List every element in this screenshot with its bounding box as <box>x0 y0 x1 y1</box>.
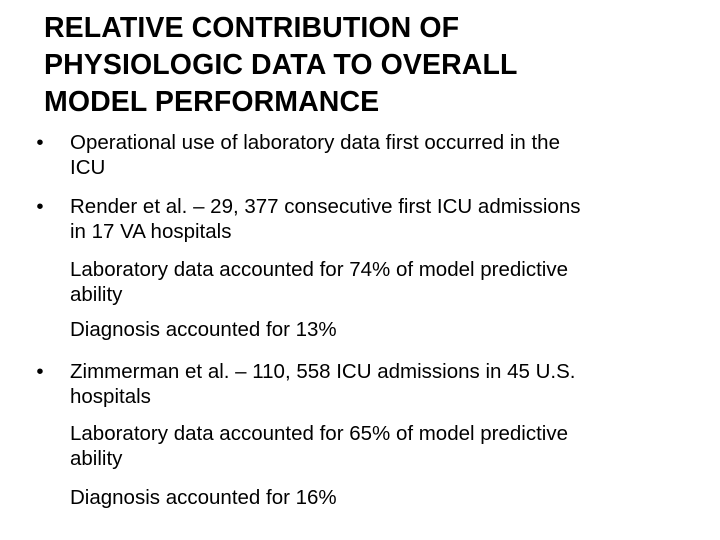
bullet-text: Render et al. – 29, 377 consecutive firs… <box>70 195 581 218</box>
bullet-icon: • <box>36 360 44 383</box>
bullet-text: ICU <box>70 155 106 179</box>
bullet-text: in 17 VA hospitals <box>70 219 232 243</box>
sub-item-text: Laboratory data accounted for 65% of mod… <box>70 422 568 445</box>
bullet-text: hospitals <box>70 384 151 408</box>
sub-item: Laboratory data accounted for 74% of mod… <box>70 258 690 307</box>
sub-item: Laboratory data accounted for 65% of mod… <box>70 422 690 471</box>
slide-title: RELATIVE CONTRIBUTION OF PHYSIOLOGIC DAT… <box>44 10 684 121</box>
sub-item: Diagnosis accounted for 16% <box>70 486 690 511</box>
bullet-item: • Zimmerman et al. – 110, 558 ICU admiss… <box>36 360 690 409</box>
sub-item-text: ability <box>70 282 123 306</box>
sub-item-text: Diagnosis accounted for 13% <box>70 318 337 341</box>
bullet-icon: • <box>36 131 44 154</box>
bullet-icon: • <box>36 195 44 218</box>
title-line: RELATIVE CONTRIBUTION OF <box>44 12 460 44</box>
sub-item-text: ability <box>70 446 123 470</box>
sub-item-text: Diagnosis accounted for 16% <box>70 486 337 509</box>
sub-item: Diagnosis accounted for 13% <box>70 318 690 343</box>
title-line: MODEL PERFORMANCE <box>44 86 380 118</box>
bullet-item: • Render et al. – 29, 377 consecutive fi… <box>36 195 690 244</box>
bullet-text: Zimmerman et al. – 110, 558 ICU admissio… <box>70 360 576 383</box>
title-line: PHYSIOLOGIC DATA TO OVERALL <box>44 49 518 81</box>
sub-item-text: Laboratory data accounted for 74% of mod… <box>70 258 568 281</box>
bullet-item: • Operational use of laboratory data fir… <box>36 131 690 180</box>
bullet-text: Operational use of laboratory data first… <box>70 131 560 154</box>
